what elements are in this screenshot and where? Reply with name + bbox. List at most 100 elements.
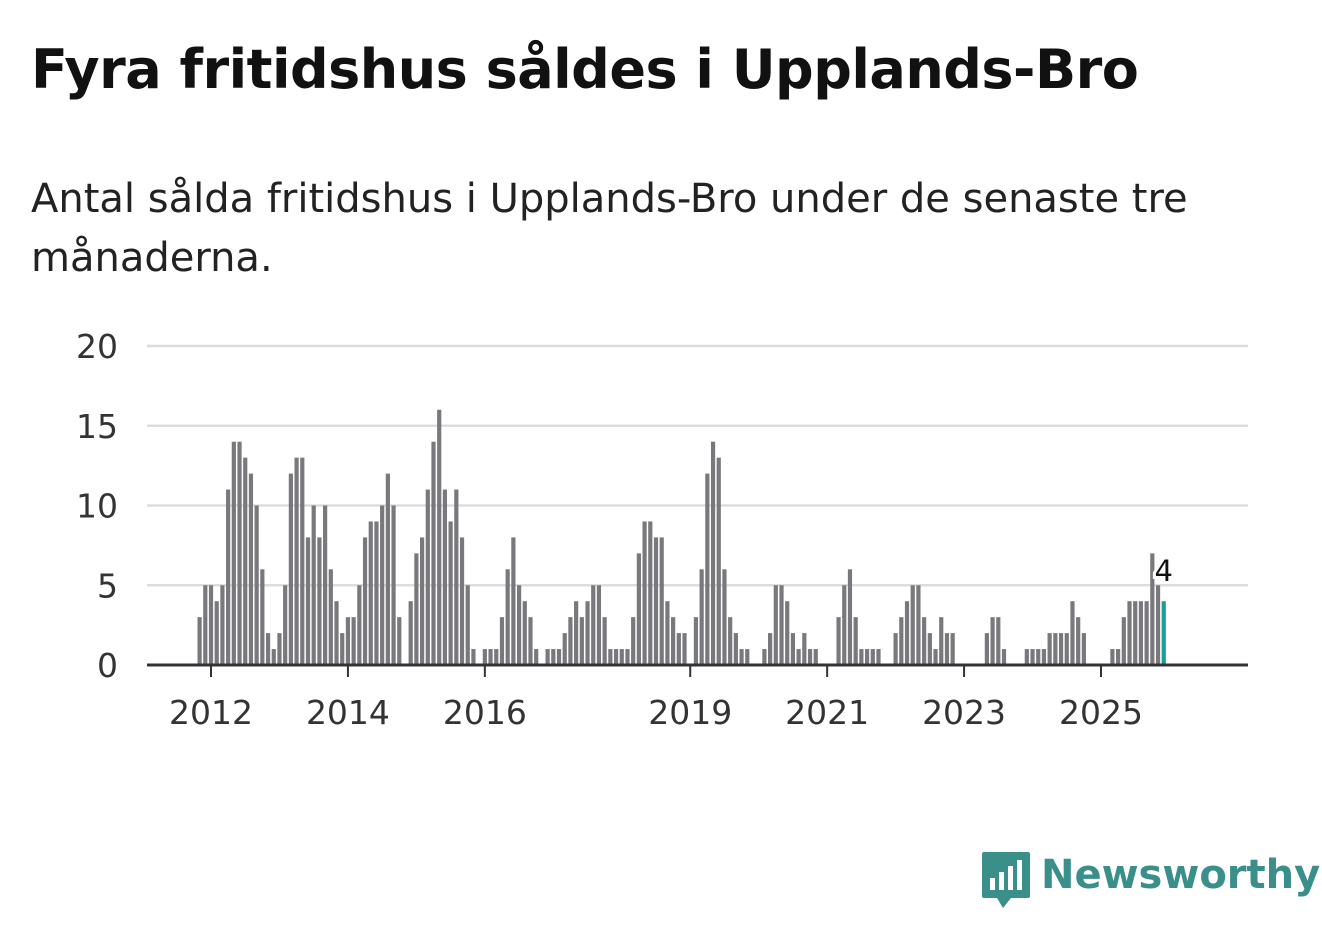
bar — [705, 473, 710, 665]
bar — [1144, 601, 1149, 665]
bar — [300, 457, 305, 665]
bar — [448, 521, 453, 665]
bar — [340, 633, 345, 665]
bar — [636, 553, 641, 665]
bar — [790, 633, 796, 665]
bar — [271, 649, 276, 665]
bar-highlight — [1161, 601, 1166, 665]
bar — [699, 569, 704, 665]
bar — [745, 649, 750, 665]
bar — [916, 585, 921, 665]
chart-subtitle: Antal sålda fritidshus i Upplands-Bro un… — [31, 176, 1188, 281]
y-tick-label: 15 — [76, 407, 118, 446]
bar — [990, 617, 995, 665]
bar — [254, 505, 259, 665]
bar — [534, 649, 539, 665]
bar — [733, 633, 738, 665]
bar — [551, 649, 556, 665]
bar — [608, 649, 613, 665]
bar — [380, 505, 385, 665]
bar — [203, 585, 208, 665]
bar — [944, 633, 950, 665]
bar — [1133, 601, 1138, 665]
bar — [864, 649, 870, 665]
newsworthy-logo-icon — [981, 850, 1031, 914]
bar — [311, 505, 316, 665]
bar — [528, 617, 533, 665]
bar — [1138, 601, 1144, 665]
bar — [425, 489, 430, 665]
bar — [231, 441, 236, 665]
bar — [431, 441, 436, 665]
bar — [305, 537, 311, 665]
bar — [437, 409, 442, 665]
y-tick-label: 0 — [97, 646, 118, 685]
bar — [870, 649, 875, 665]
bar — [237, 441, 242, 665]
bar — [762, 649, 767, 665]
bar — [260, 569, 265, 665]
bar — [739, 649, 744, 665]
newsworthy-logo-text: Newsworthy — [1041, 852, 1321, 898]
bar — [283, 585, 288, 665]
bar — [785, 601, 790, 665]
bar — [779, 585, 784, 665]
bar — [807, 649, 813, 665]
bar — [197, 617, 202, 665]
bar — [545, 649, 550, 665]
bar — [1047, 633, 1052, 665]
bar — [933, 649, 938, 665]
bar — [1116, 649, 1121, 665]
x-tick-label: 2021 — [785, 693, 869, 732]
bar — [984, 633, 989, 665]
bar — [1150, 553, 1155, 665]
bar — [1076, 617, 1081, 665]
bar — [522, 601, 527, 665]
bar — [1064, 633, 1069, 665]
x-tick-label: 2025 — [1059, 693, 1143, 732]
bar — [328, 569, 333, 665]
bar — [408, 601, 413, 665]
bar — [208, 585, 214, 665]
bar — [1121, 617, 1126, 665]
bar — [1053, 633, 1058, 665]
bar — [1058, 633, 1064, 665]
bar — [693, 617, 699, 665]
bar — [676, 633, 681, 665]
bar — [459, 537, 465, 665]
bar — [893, 633, 898, 665]
bar — [442, 489, 448, 665]
bar — [1081, 633, 1086, 665]
bar — [345, 617, 351, 665]
bar — [243, 457, 248, 665]
y-tick-label: 20 — [76, 327, 118, 366]
bar — [927, 633, 932, 665]
bar — [294, 457, 299, 665]
bar — [710, 441, 716, 665]
y-tick-label: 5 — [97, 566, 118, 605]
bar — [1127, 601, 1132, 665]
bar — [362, 537, 368, 665]
bar — [323, 505, 328, 665]
bar — [722, 569, 727, 665]
bar — [488, 649, 493, 665]
bar — [1001, 649, 1007, 665]
bar — [385, 473, 390, 665]
bar — [265, 633, 271, 665]
x-tick-label: 2012 — [169, 693, 253, 732]
labels: 0 5 10 15 20 2012 2014 2016 2019 2021 2023 2025 4 — [76, 327, 1176, 732]
bar — [813, 649, 818, 665]
bar — [602, 617, 607, 665]
bar — [511, 537, 516, 665]
axes — [147, 663, 1248, 677]
bar — [613, 649, 619, 665]
bar — [1070, 601, 1075, 665]
highlight-value-label: 4 — [1155, 554, 1173, 588]
bar — [939, 617, 944, 665]
bar — [574, 601, 579, 665]
bar — [1030, 649, 1035, 665]
x-tick-label: 2014 — [306, 693, 390, 732]
x-tick-label: 2019 — [648, 693, 732, 732]
bar — [842, 585, 847, 665]
